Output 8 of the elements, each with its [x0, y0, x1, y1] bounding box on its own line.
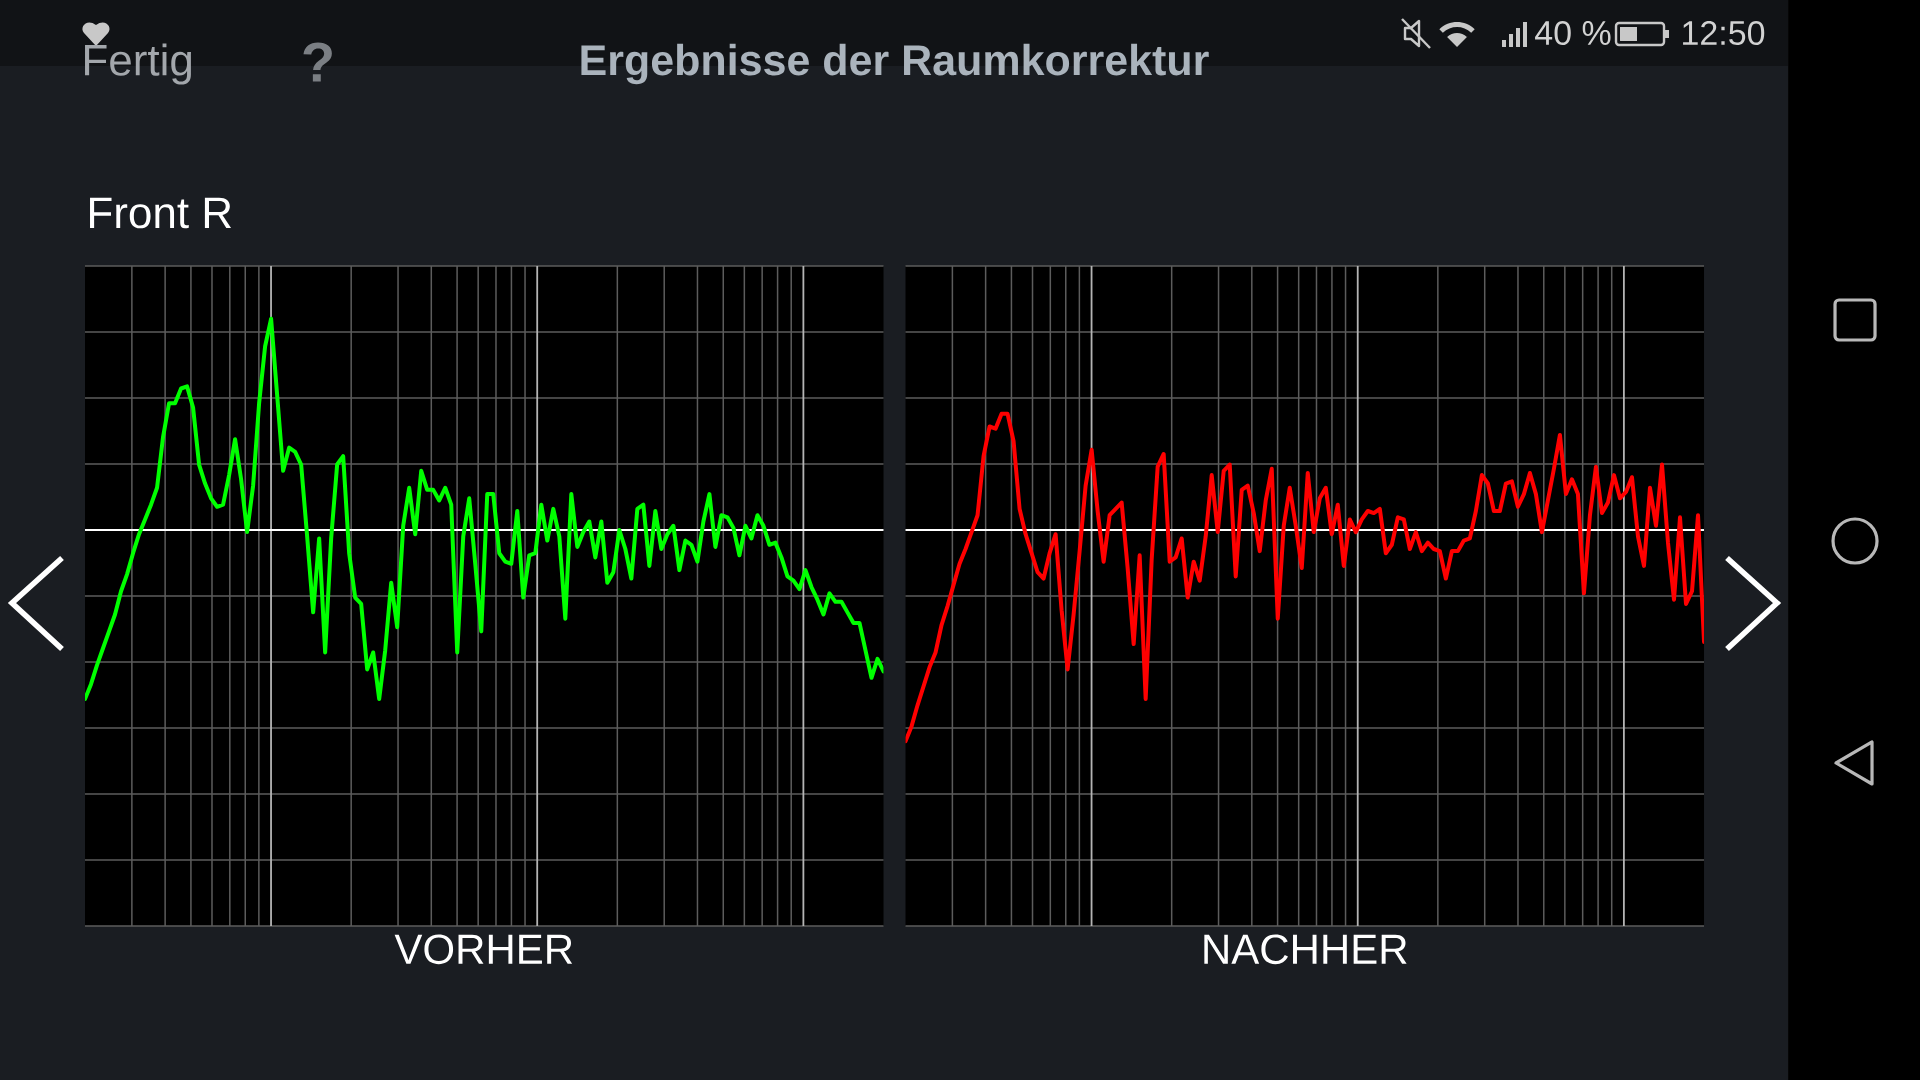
- text: Fertig: [85, 43, 192, 85]
- text: ?: [303, 42, 332, 82]
- text: 12:50: [1683, 20, 1765, 46]
- chart-title: Ergebnisse der Raumkorrektur: [581, 43, 1209, 85]
- text: 40 %: [1535, 20, 1611, 46]
- x-axis-title: VORHER: [394, 934, 573, 965]
- x-axis-title: NACHHER: [1204, 934, 1407, 965]
- chart-subtitle: Front R: [90, 197, 232, 229]
